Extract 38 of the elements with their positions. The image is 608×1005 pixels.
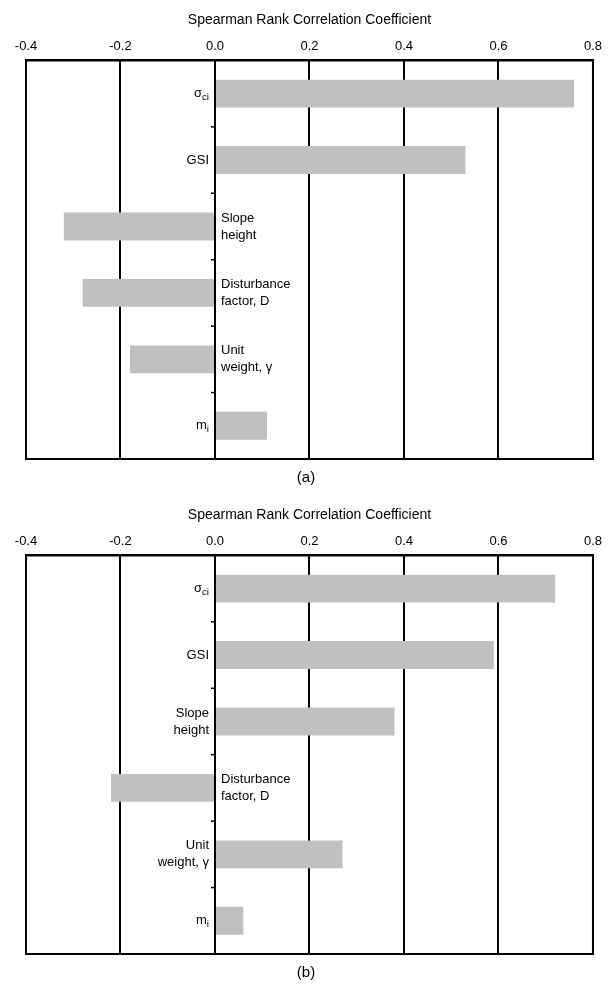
- x-tick-label: 0.2: [300, 38, 319, 54]
- text: (b): [296, 963, 316, 981]
- y-tick-label: GSI: [186, 646, 209, 662]
- y-tick-label: Slope height: [220, 209, 257, 242]
- x-tick-label: -0.4: [14, 38, 38, 54]
- bar: [215, 574, 556, 603]
- x-tick-label: 0.4: [394, 38, 414, 54]
- bar: [215, 79, 575, 108]
- bar: [215, 707, 395, 736]
- y-tick-label: Disturbance factor, D: [220, 770, 291, 803]
- text: (a): [296, 468, 316, 486]
- x-tick-label: 0.0: [205, 38, 225, 54]
- x-tick-label: -0.2: [109, 38, 132, 54]
- bar: [63, 212, 214, 241]
- x-tick-label: 0.2: [300, 533, 319, 549]
- bar: [215, 411, 267, 440]
- bar: [215, 906, 244, 935]
- x-tick-label: 0.8: [583, 38, 602, 54]
- bar: [215, 840, 343, 869]
- y-tick-label: Unit weight, γ: [219, 342, 273, 375]
- bar: [215, 146, 466, 174]
- x-tick-label: 0.8: [583, 533, 602, 549]
- bar: [129, 345, 214, 374]
- y-tick-label: GSI: [186, 151, 209, 167]
- x-axis-title: Spearman Rank Correlation Coefficient: [187, 11, 432, 28]
- x-tick-label: -0.2: [109, 533, 132, 549]
- y-tick-label: Disturbance factor, D: [220, 275, 291, 308]
- bar: [82, 278, 214, 307]
- x-tick-label: 0.6: [489, 533, 508, 549]
- x-axis-title: Spearman Rank Correlation Coefficient: [187, 506, 432, 523]
- y-tick-label: Unit weight, γ: [156, 837, 210, 870]
- x-tick-label: -0.4: [14, 533, 38, 549]
- x-tick-label: 0.6: [489, 38, 508, 54]
- x-tick-label: 0.0: [205, 533, 225, 549]
- bar: [111, 773, 214, 802]
- y-tick-label: Slope height: [173, 704, 210, 737]
- bar: [215, 641, 494, 669]
- x-tick-label: 0.4: [394, 533, 414, 549]
